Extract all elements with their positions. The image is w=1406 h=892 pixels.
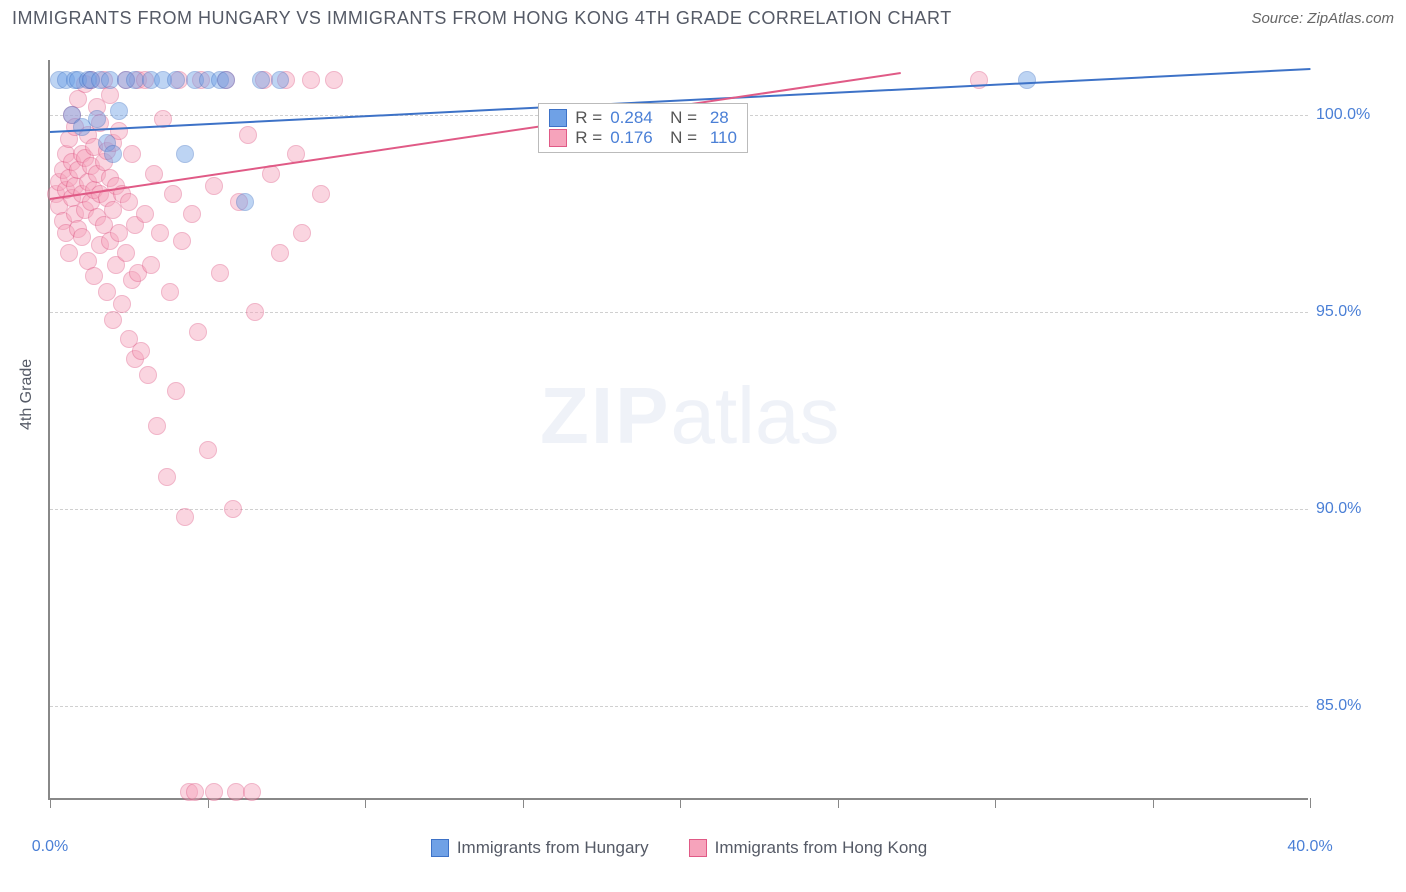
data-point <box>136 205 154 223</box>
data-point <box>60 244 78 262</box>
data-point <box>246 303 264 321</box>
xtick <box>1310 798 1311 808</box>
gridline <box>50 312 1308 313</box>
data-point <box>312 185 330 203</box>
data-point <box>98 283 116 301</box>
data-point <box>243 783 261 801</box>
data-point <box>252 71 270 89</box>
legend-n-value: 28 <box>705 108 729 128</box>
legend-r-value: 0.284 <box>610 108 653 128</box>
legend-row: R = 0.176 N = 110 <box>549 128 737 148</box>
data-point <box>271 244 289 262</box>
legend-swatch <box>549 109 567 127</box>
watermark: ZIPatlas <box>540 370 839 462</box>
data-point <box>88 110 106 128</box>
data-point <box>123 145 141 163</box>
legend-item: Immigrants from Hong Kong <box>689 838 928 858</box>
xtick <box>365 798 366 808</box>
data-point <box>271 71 289 89</box>
title-bar: IMMIGRANTS FROM HUNGARY VS IMMIGRANTS FR… <box>0 0 1406 33</box>
data-point <box>302 71 320 89</box>
data-point <box>1018 71 1036 89</box>
data-point <box>151 224 169 242</box>
xtick <box>523 798 524 808</box>
data-point <box>142 256 160 274</box>
data-point <box>183 205 201 223</box>
ytick-label: 85.0% <box>1316 697 1396 715</box>
data-point <box>120 193 138 211</box>
data-point <box>148 417 166 435</box>
legend-label: Immigrants from Hungary <box>457 838 649 858</box>
legend-swatch <box>431 839 449 857</box>
data-point <box>139 366 157 384</box>
data-point <box>176 508 194 526</box>
data-point <box>173 232 191 250</box>
legend-swatch <box>549 129 567 147</box>
data-point <box>224 500 242 518</box>
data-point <box>145 165 163 183</box>
trendline <box>50 72 901 200</box>
data-point <box>293 224 311 242</box>
xtick <box>680 798 681 808</box>
data-point <box>236 193 254 211</box>
data-point <box>132 342 150 360</box>
data-point <box>161 283 179 301</box>
legend-series: Immigrants from Hungary Immigrants from H… <box>50 838 1308 858</box>
legend-item: Immigrants from Hungary <box>431 838 649 858</box>
source-label: Source: ZipAtlas.com <box>1251 10 1394 27</box>
data-point <box>176 145 194 163</box>
plot-area: ZIPatlas 85.0%90.0%95.0%100.0%0.0%40.0%R… <box>48 60 1308 800</box>
chart-title: IMMIGRANTS FROM HUNGARY VS IMMIGRANTS FR… <box>12 8 952 29</box>
xtick <box>838 798 839 808</box>
data-point <box>217 71 235 89</box>
data-point <box>205 783 223 801</box>
data-point <box>325 71 343 89</box>
data-point <box>113 295 131 313</box>
data-point <box>211 264 229 282</box>
data-point <box>167 382 185 400</box>
xtick <box>50 798 51 808</box>
y-axis-title: 4th Grade <box>18 359 36 430</box>
ytick-label: 95.0% <box>1316 303 1396 321</box>
data-point <box>164 185 182 203</box>
legend-swatch <box>689 839 707 857</box>
legend-r-value: 0.176 <box>610 128 653 148</box>
data-point <box>85 267 103 285</box>
data-point <box>73 228 91 246</box>
data-point <box>117 244 135 262</box>
legend-n-label: N = <box>661 108 697 128</box>
xtick <box>995 798 996 808</box>
legend-n-label: N = <box>661 128 697 148</box>
legend-r-label: R = <box>575 128 602 148</box>
legend-stats: R = 0.284 N = 28 R = 0.176 N = 110 <box>538 103 748 153</box>
watermark-atlas: atlas <box>670 371 839 460</box>
gridline <box>50 706 1308 707</box>
data-point <box>167 71 185 89</box>
ytick-label: 100.0% <box>1316 106 1396 124</box>
data-point <box>189 323 207 341</box>
legend-row: R = 0.284 N = 28 <box>549 108 737 128</box>
data-point <box>104 311 122 329</box>
data-point <box>104 145 122 163</box>
data-point <box>239 126 257 144</box>
ytick-label: 90.0% <box>1316 500 1396 518</box>
watermark-zip: ZIP <box>540 371 670 460</box>
legend-n-value: 110 <box>705 128 737 148</box>
data-point <box>158 468 176 486</box>
data-point <box>205 177 223 195</box>
data-point <box>199 441 217 459</box>
xtick <box>1153 798 1154 808</box>
data-point <box>110 102 128 120</box>
data-point <box>186 783 204 801</box>
legend-label: Immigrants from Hong Kong <box>715 838 928 858</box>
legend-r-label: R = <box>575 108 602 128</box>
